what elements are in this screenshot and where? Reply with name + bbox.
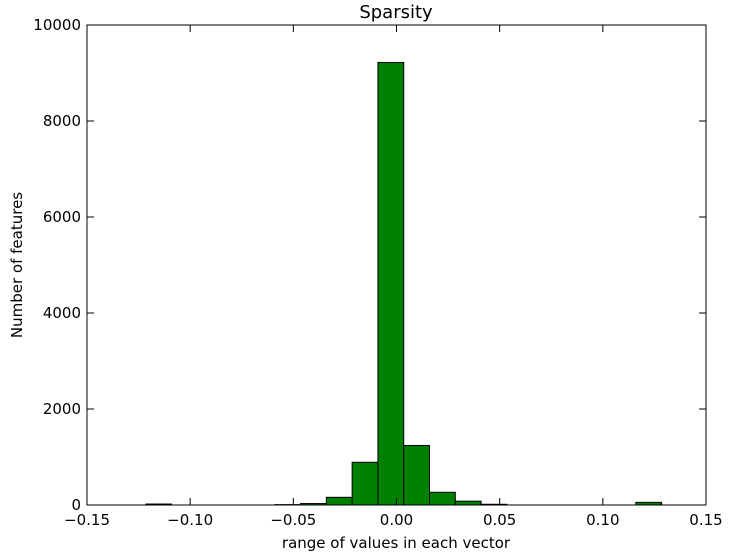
x-tick-label: −0.15 (64, 511, 110, 529)
histogram-bar (351, 461, 379, 506)
x-tick-label: −0.05 (270, 511, 316, 529)
chart-title: Sparsity (359, 2, 433, 23)
x-tick-label: −0.10 (167, 511, 213, 529)
bar-group (145, 61, 663, 506)
histogram-bar (403, 444, 431, 506)
y-tick-label: 0 (71, 496, 81, 514)
histogram-bar (454, 500, 482, 506)
tick-group: −0.15 −0.10 −0.05 0.00 0.05 0.10 0.15 0 2000 4000… (33, 16, 722, 529)
x-axis-label: range of values in each vector (282, 534, 511, 552)
y-tick-label: 4000 (43, 304, 81, 322)
y-tick-label: 2000 (43, 400, 81, 418)
x-tick-label: 0.05 (483, 511, 516, 529)
histogram-bar (429, 491, 456, 506)
x-tick-label: 0.10 (586, 511, 619, 529)
y-tick-label: 6000 (43, 208, 81, 226)
x-tick-label: 0.15 (689, 511, 722, 529)
histogram-bar (325, 496, 353, 506)
histogram-bar (377, 61, 405, 506)
y-tick-label: 10000 (33, 16, 81, 34)
y-axis-label: Number of features (8, 192, 26, 338)
x-tick-label: 0.00 (380, 511, 413, 529)
y-tick-label: 8000 (43, 112, 81, 130)
plot-frame (86, 24, 707, 506)
